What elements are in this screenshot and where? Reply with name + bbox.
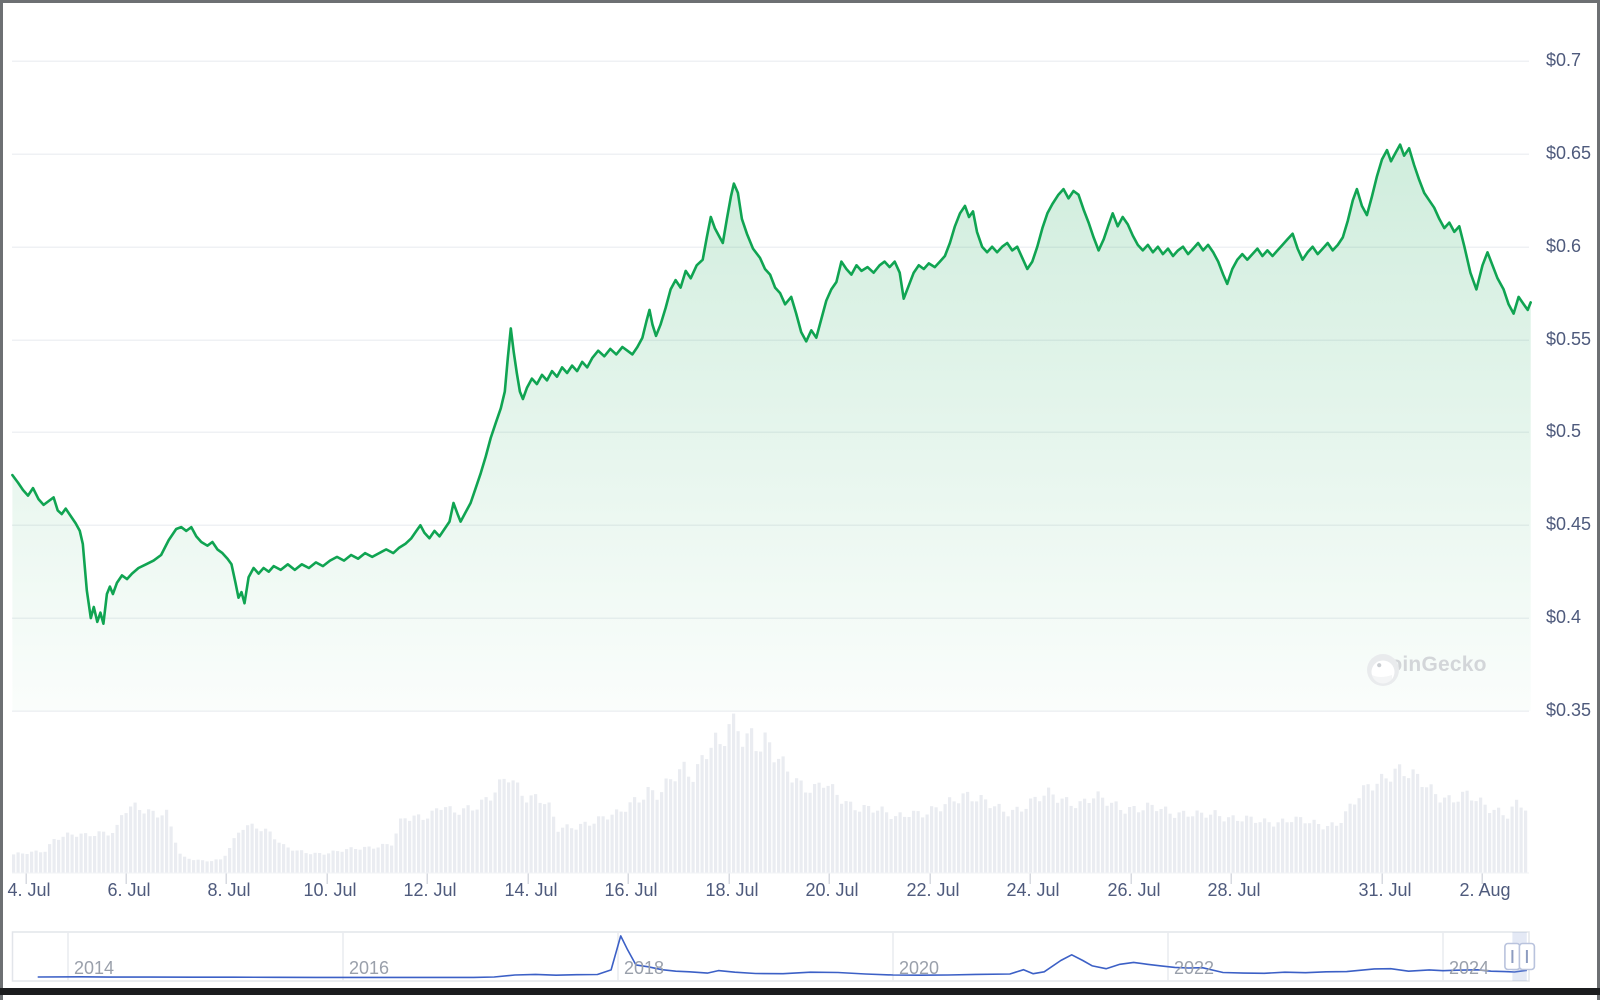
x-axis-label: 6. Jul [107,880,151,900]
x-axis-label: 10. Jul [303,880,357,900]
y-axis-label: $0.35 [1546,700,1592,720]
navigator-handle-left[interactable] [1504,942,1521,971]
x-axis-label: 12. Jul [403,880,457,900]
x-axis-label: 4. Jul [7,880,51,900]
volume-bars[interactable] [12,713,1528,873]
navigator-year-label: 2024 [1449,958,1490,978]
watermark-text: CoinGecko [1374,653,1487,676]
window-bottom-edge [0,988,1600,995]
x-axis-label: 14. Jul [504,880,558,900]
x-axis-label: 24. Jul [1006,880,1060,900]
x-axis-label: 22. Jul [906,880,960,900]
coingecko-gecko-icon [1367,654,1399,686]
price-series[interactable] [11,143,1532,712]
y-axis-label: $0.65 [1546,143,1592,163]
x-axis-label: 28. Jul [1207,880,1261,900]
navigator[interactable] [11,931,1536,982]
x-axis-label: 26. Jul [1107,880,1161,900]
navigator-series-line [37,935,1528,979]
x-axis-label: 18. Jul [705,880,759,900]
x-axis-label: 16. Jul [604,880,658,900]
y-axis-label: $0.45 [1546,514,1592,534]
navigator-handle-right[interactable] [1518,942,1536,971]
y-axis-label: $0.5 [1546,421,1582,441]
x-axis-ticks [12,872,1529,884]
y-axis-label: $0.7 [1546,50,1582,70]
y-axis-label: $0.55 [1546,329,1592,349]
navigator-year-label: 2018 [624,958,665,978]
y-axis-label: $0.6 [1546,236,1582,256]
price-line[interactable] [11,143,1532,625]
y-axis-label: $0.4 [1546,607,1582,627]
navigator-year-label: 2014 [74,958,115,978]
navigator-year-label: 2016 [349,958,390,978]
x-axis-label: 8. Jul [207,880,251,900]
navigator-year-label: 2022 [1174,958,1215,978]
navigator-year-label: 2020 [899,958,940,978]
chart-hover-area[interactable] [12,20,1529,873]
x-axis-label: 31. Jul [1358,880,1412,900]
x-axis-label: 20. Jul [805,880,859,900]
coingecko-watermark: CoinGecko [1366,653,1487,686]
x-axis-label: 2. Aug [1459,880,1511,900]
price-area-fill [12,144,1531,712]
